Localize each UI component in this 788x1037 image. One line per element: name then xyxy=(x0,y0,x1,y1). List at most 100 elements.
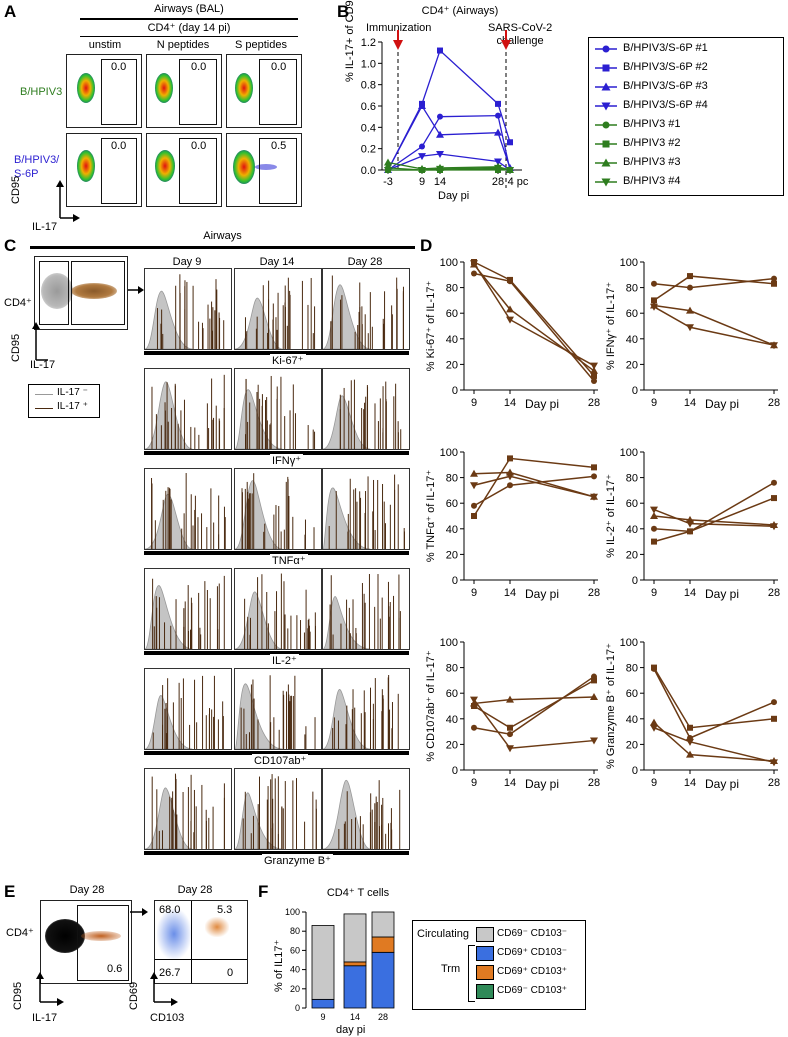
histogram-svg xyxy=(323,275,404,349)
panel-b-annotation-left: Immunization xyxy=(366,22,432,34)
gate xyxy=(39,261,69,325)
data-point xyxy=(686,520,694,528)
y-tick-label: 20 xyxy=(626,739,638,751)
data-point xyxy=(651,297,657,304)
il17-negative-population xyxy=(45,919,85,953)
histogram xyxy=(144,468,232,550)
data-point xyxy=(471,513,477,519)
legend-swatch xyxy=(476,984,494,999)
data-point xyxy=(686,306,694,314)
legend-entry: B/HPIV3/S-6P #1 xyxy=(623,42,708,54)
data-point xyxy=(771,479,777,486)
gate-value: 0.0 xyxy=(191,140,207,152)
data-point xyxy=(771,275,777,282)
data-point xyxy=(419,143,425,150)
legend-marker xyxy=(601,178,611,187)
histogram xyxy=(234,368,322,450)
x-tick-label: 9 xyxy=(419,176,425,188)
quadrant-ll: 26.7 xyxy=(159,967,181,979)
histogram-svg xyxy=(145,575,225,649)
il17-negative-histogram xyxy=(145,695,193,749)
legend-marker xyxy=(602,140,610,148)
histogram xyxy=(322,768,410,850)
data-point xyxy=(471,724,477,731)
y-tick-label: 0 xyxy=(632,385,638,397)
legend-swatch xyxy=(476,946,494,961)
panel-f-ylabel: % of IL17⁺ xyxy=(273,939,285,992)
panel-a-yaxis: CD95 xyxy=(10,175,22,204)
data-point xyxy=(686,324,694,332)
data-point xyxy=(507,482,513,489)
data-point xyxy=(470,260,478,268)
y-tick-label: 20 xyxy=(446,359,458,371)
y-tick-label: 40 xyxy=(626,334,638,346)
panel-letter-d: D xyxy=(420,236,433,255)
gate-value: 0.0 xyxy=(271,61,287,73)
facs-plot: 0.0 xyxy=(146,54,222,128)
y-tick-label: 80 xyxy=(446,663,458,675)
x-axis-label: Day pi xyxy=(705,587,739,601)
bar-segment xyxy=(343,961,367,967)
x-tick-label: 9 xyxy=(651,777,657,789)
data-point xyxy=(687,724,693,731)
panel-b-ylabel: % IL-17+ of CD95+ Foxp3- xyxy=(344,0,356,82)
data-point xyxy=(650,718,658,726)
histogram-svg xyxy=(323,779,401,849)
y-tick-label: 60 xyxy=(626,308,638,320)
gate xyxy=(259,59,297,125)
panel-b-title: CD4⁺ (Airways) xyxy=(421,5,499,17)
facs-positive-events xyxy=(255,164,277,170)
marker-bar xyxy=(144,351,409,355)
y-tick-label: 80 xyxy=(446,473,458,485)
legend-item: CD69⁺ CD103⁺ xyxy=(497,966,568,977)
y-tick-label: 40 xyxy=(446,524,458,536)
y-tick-label: 60 xyxy=(290,945,300,955)
panel-letter-f: F xyxy=(258,882,269,901)
data-point xyxy=(506,695,514,703)
y-axis-label: % IL-2⁺ of IL-17⁺ xyxy=(605,474,617,558)
data-point xyxy=(770,523,778,531)
data-point xyxy=(771,699,777,706)
histogram xyxy=(322,368,410,450)
gate-value: 0.6 xyxy=(107,963,123,975)
y-tick-label: 40 xyxy=(446,334,458,346)
data-point xyxy=(506,167,514,174)
legend-swatch xyxy=(476,927,494,942)
x-axis-label: Day pi xyxy=(705,777,739,791)
x-tick-label: 14 xyxy=(434,176,446,188)
x-tick-label: -3 xyxy=(383,176,393,188)
legend-entry: B/HPIV3/S-6P #2 xyxy=(623,61,708,73)
series-line xyxy=(653,275,775,302)
marker-label: CD107ab⁺ xyxy=(252,754,309,767)
data-point xyxy=(686,738,694,746)
legend-entry: B/HPIV3 #4 xyxy=(623,175,681,187)
legend-circulating: Circulating xyxy=(417,928,469,940)
histogram xyxy=(234,268,322,350)
gate xyxy=(101,59,137,125)
il17-negative-histogram xyxy=(323,284,371,349)
panel-a-col-s: S peptides xyxy=(235,39,287,51)
arrow-icon xyxy=(128,286,144,294)
y-tick-label: 0 xyxy=(452,385,458,397)
panel-f-title: CD4⁺ T cells xyxy=(326,887,390,899)
arrow-icon xyxy=(501,40,511,50)
data-point xyxy=(590,737,598,745)
legend-marker xyxy=(602,121,610,129)
data-point xyxy=(771,280,777,287)
y-tick-label: 80 xyxy=(446,283,458,295)
data-point xyxy=(495,100,501,107)
panel-b-xlabel: Day pi xyxy=(438,190,470,202)
x-tick-label: 28 xyxy=(492,176,504,188)
facs-population xyxy=(235,73,253,103)
facs-plot: 0.0 xyxy=(66,133,142,207)
y-tick-label: 100 xyxy=(440,447,458,459)
y-tick-label: 0.4 xyxy=(361,122,376,134)
marker-bar xyxy=(144,651,409,655)
gate-value: 0.0 xyxy=(111,140,127,152)
bar-segment xyxy=(343,913,367,963)
panel-a-row1-label: B/HPIV3 xyxy=(20,86,63,98)
legend-marker xyxy=(601,102,611,111)
series-line xyxy=(653,667,775,729)
il17-negative-histogram xyxy=(235,297,283,349)
legend-swatch xyxy=(476,965,494,980)
